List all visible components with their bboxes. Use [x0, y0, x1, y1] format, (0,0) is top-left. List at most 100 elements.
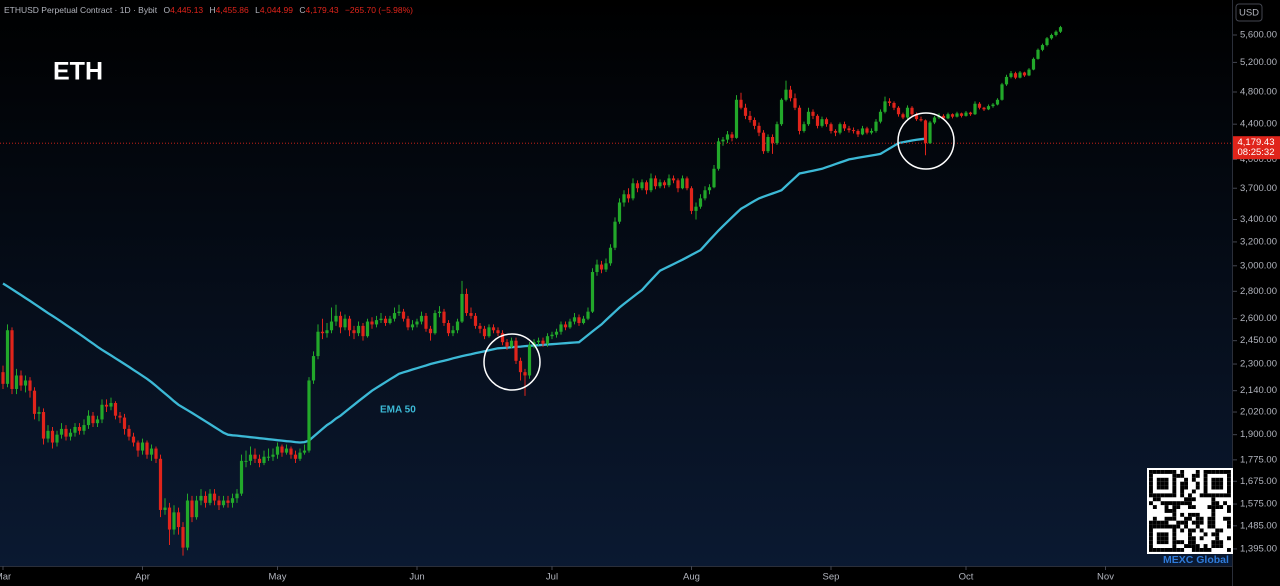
candle-body — [581, 318, 586, 323]
candle-body — [631, 183, 635, 199]
qr-module — [1160, 501, 1165, 506]
qr-module — [1156, 520, 1161, 525]
ohlc-value: 4,179.43 — [305, 5, 338, 15]
qr-module — [1152, 520, 1157, 525]
candle-body — [370, 321, 374, 325]
candle-body — [487, 327, 491, 337]
last-price: 4,179.43 — [1238, 137, 1275, 148]
symbol: ETHUSD Perpetual Contract · 1D · Bybit — [4, 5, 158, 15]
candle-body — [1000, 84, 1004, 100]
qr-module — [1160, 548, 1165, 552]
candle-body — [136, 442, 140, 451]
qr-module — [1191, 473, 1196, 478]
qr-module — [1195, 470, 1200, 474]
candle-body — [64, 428, 68, 437]
candle-body — [208, 493, 212, 503]
candle-body — [892, 102, 896, 108]
qr-module — [1223, 516, 1227, 521]
candle-body — [910, 107, 914, 115]
x-tick-label: Mar — [0, 572, 11, 583]
ohlc-key: L — [255, 5, 260, 15]
candle-body — [1022, 72, 1027, 76]
candle-body — [185, 500, 190, 548]
qr-module — [1164, 520, 1169, 525]
qr-module — [1195, 524, 1200, 529]
qr-module — [1152, 516, 1157, 521]
y-tick-label: 3,400.00 — [1240, 214, 1277, 225]
candle-body — [284, 448, 289, 453]
candle-body — [775, 124, 779, 144]
candle-body — [779, 99, 784, 125]
candle-body — [698, 198, 703, 207]
qr-module — [1160, 524, 1165, 529]
candle-body — [991, 104, 995, 107]
qr-module — [1180, 528, 1185, 533]
qr-module — [1149, 532, 1153, 537]
candle-body — [212, 493, 217, 501]
candle-body — [325, 330, 329, 334]
candle-body — [190, 500, 194, 518]
candle-body — [320, 331, 325, 334]
candle-body — [397, 311, 401, 314]
candle-body — [874, 121, 878, 131]
candle-body — [311, 356, 316, 381]
candle-body — [964, 112, 968, 116]
qr-module — [1149, 493, 1153, 498]
qr-module — [1172, 528, 1177, 533]
candle-body — [379, 318, 383, 321]
currency-box[interactable] — [1235, 3, 1263, 22]
qr-module — [1188, 532, 1192, 537]
qr-module — [1168, 493, 1173, 498]
qr-module — [1211, 501, 1216, 506]
candle-body — [793, 98, 797, 108]
qr-module — [1191, 544, 1196, 548]
qr-module — [1152, 524, 1157, 529]
qr-module — [1160, 481, 1165, 486]
candle-body — [343, 318, 347, 328]
qr-module — [1149, 477, 1153, 482]
candle-body — [73, 426, 77, 433]
qr-module — [1164, 493, 1169, 498]
qr-module — [1211, 512, 1216, 517]
qr-module — [1172, 512, 1177, 517]
candle-body — [703, 190, 707, 199]
candle-body — [946, 114, 950, 119]
candle-body — [388, 318, 392, 323]
candle-body — [577, 317, 581, 323]
qr-module — [1207, 520, 1212, 525]
candle-body — [847, 128, 851, 131]
qr-module — [1184, 477, 1188, 482]
y-tick-label: 2,020.00 — [1240, 407, 1277, 418]
currency: USD — [1239, 8, 1259, 19]
qr-module — [1223, 470, 1227, 474]
candle-body — [671, 178, 676, 181]
candle-body — [68, 432, 73, 437]
candle-body — [959, 113, 964, 116]
y-tick-label: 1,395.00 — [1240, 543, 1277, 554]
candle-body — [914, 114, 919, 120]
qr-module — [1203, 493, 1208, 498]
qr-module — [1164, 485, 1169, 490]
candle-body — [5, 330, 10, 384]
candle-body — [235, 493, 239, 499]
qr-module — [1203, 489, 1208, 494]
candle-body — [860, 128, 865, 135]
candle-body — [707, 187, 712, 191]
countdown: 08:25:32 — [1238, 147, 1275, 158]
candle-body — [955, 113, 959, 117]
y-tick-label: 5,600.00 — [1240, 30, 1277, 41]
qr-module — [1219, 485, 1224, 490]
qr-module — [1219, 481, 1224, 486]
qr-module — [1172, 548, 1177, 552]
candle-body — [118, 415, 122, 418]
qr-module — [1172, 485, 1177, 490]
qr-module — [1152, 497, 1157, 502]
x-tick-label: Nov — [1097, 572, 1114, 583]
qr-module — [1211, 477, 1216, 482]
qr-module — [1227, 536, 1231, 541]
candle-body — [145, 442, 149, 455]
candle-body — [302, 450, 307, 453]
candle-body — [86, 415, 91, 426]
candle-body — [482, 328, 487, 337]
candle-body — [55, 434, 59, 443]
